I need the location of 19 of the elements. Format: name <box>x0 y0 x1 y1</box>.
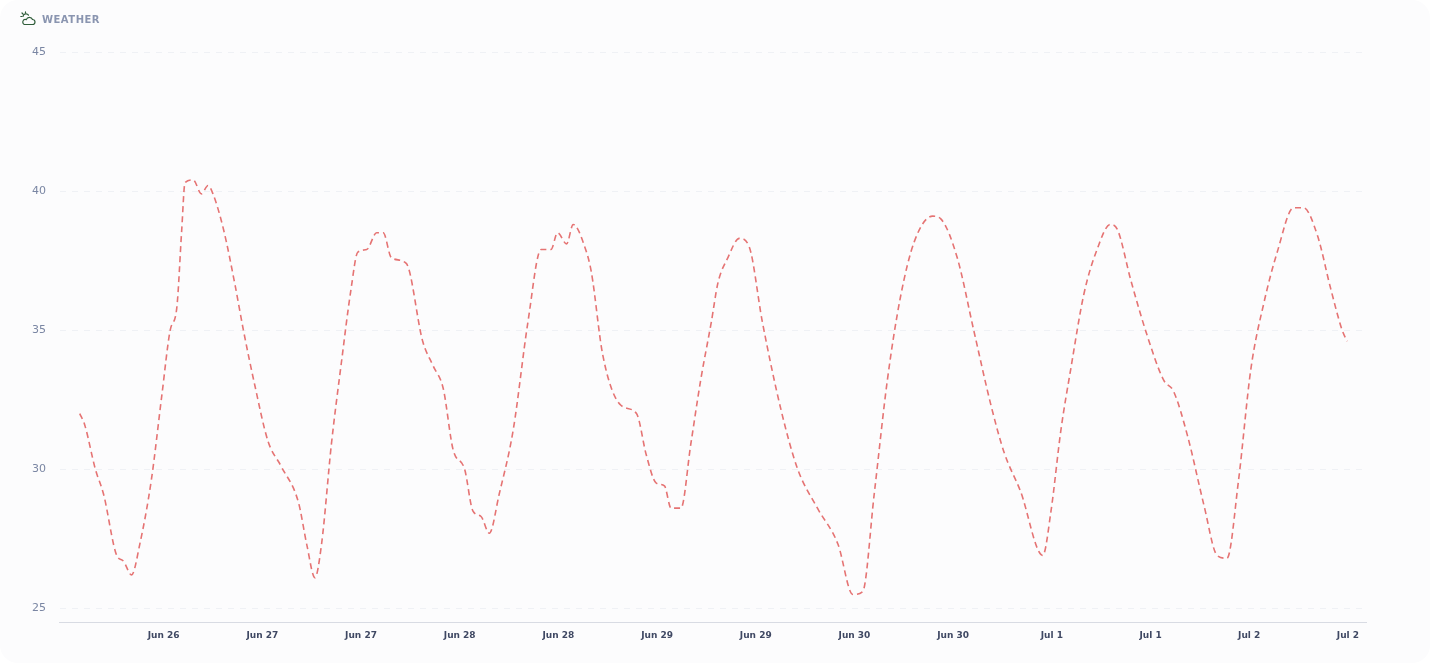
x-tick-label: Jun 28 <box>541 629 575 640</box>
y-tick-label: 25 <box>32 601 46 615</box>
y-tick-label: 35 <box>32 323 46 337</box>
x-tick-label: Jul 2 <box>1237 629 1261 640</box>
x-tick-label: Jun 26 <box>146 629 180 640</box>
x-tick-label: Jun 30 <box>936 629 970 640</box>
x-tick-label: Jun 30 <box>837 629 871 640</box>
x-tick-label: Jul 1 <box>1039 629 1063 640</box>
x-tick-label: Jun 27 <box>344 629 377 640</box>
x-tick-label: Jun 29 <box>640 629 673 640</box>
y-tick-label: 45 <box>32 44 46 58</box>
x-tick-label: Jun 29 <box>738 629 772 640</box>
chart-title: WEATHER <box>42 13 101 25</box>
y-tick-label: 30 <box>32 462 46 476</box>
x-tick-label: Jul 2 <box>1335 629 1360 640</box>
x-tick-label: Jul 1 <box>1138 629 1162 640</box>
y-tick-label: 40 <box>32 183 46 197</box>
x-tick-label: Jun 27 <box>245 629 279 640</box>
x-tick-label: Jun 28 <box>442 629 476 640</box>
